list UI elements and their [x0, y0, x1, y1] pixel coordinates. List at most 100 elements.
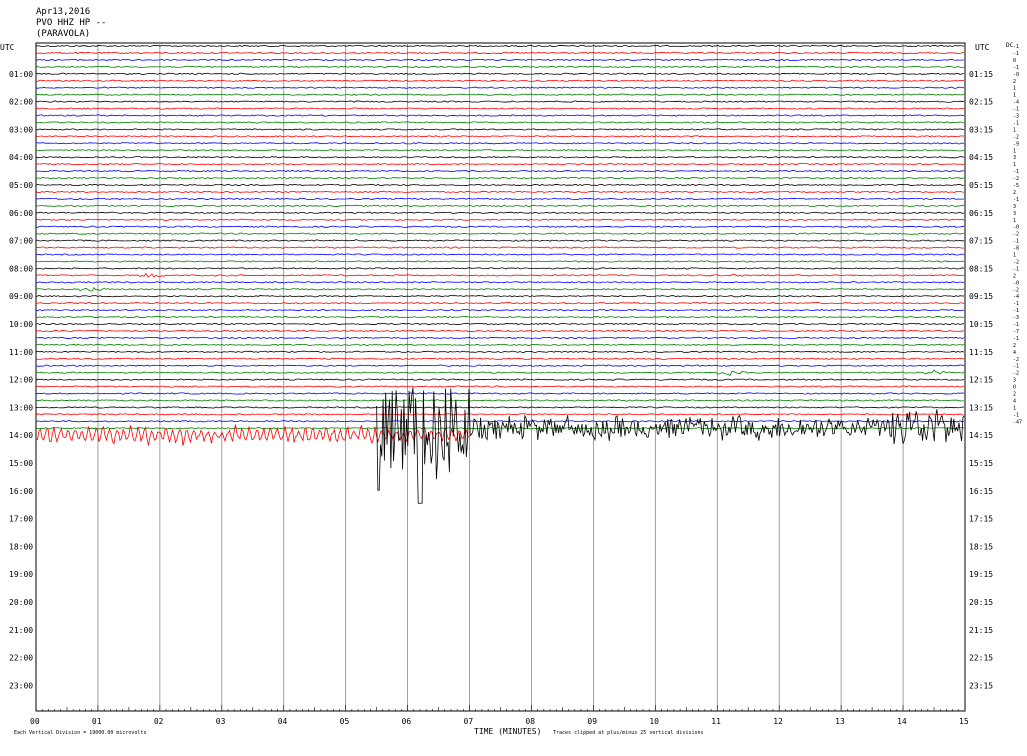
dc-offset-value: 0 [1013, 58, 1016, 64]
dc-offset-value: 0 [1013, 385, 1016, 391]
dc-offset-value: -1 [1013, 239, 1019, 245]
dc-offset-value: 4 [1013, 350, 1016, 356]
left-hour-label: 23:00 [9, 681, 33, 690]
right-hour-label: 08:15 [969, 264, 993, 273]
right-hour-label: 18:15 [969, 542, 993, 551]
dc-offset-value: 1 [1013, 127, 1016, 133]
trace-line [35, 218, 965, 221]
trace-line [35, 114, 965, 117]
trace-line [35, 322, 965, 326]
x-tick-label-05: 05 [340, 717, 350, 726]
dc-offset-value: 3 [1013, 211, 1016, 217]
dc-offset-value: -1 [1013, 301, 1019, 307]
trace-line [35, 100, 965, 103]
x-tick-label-01: 01 [92, 717, 102, 726]
trace-group [35, 44, 965, 504]
right-hour-label: 23:15 [969, 681, 993, 690]
footer-right-note: Traces clipped at plus/minus 25 vertical… [553, 730, 704, 736]
dc-offset-value: 2 [1013, 79, 1016, 85]
left-hour-label: 13:00 [9, 403, 33, 412]
trace-line [35, 420, 965, 423]
right-hour-label: 17:15 [969, 515, 993, 524]
left-hour-label: 19:00 [9, 570, 33, 579]
x-tick-label-13: 13 [835, 717, 845, 726]
x-tick-label-09: 09 [587, 717, 597, 726]
footer-left-note: Each Vertical Division = 19000.00 microv… [14, 730, 146, 736]
trace-line [35, 253, 965, 256]
dc-offset-value: -1 [1013, 51, 1019, 57]
dc-offset-value: 1 [1013, 93, 1016, 99]
x-tick-label-04: 04 [278, 717, 288, 726]
right-hour-label: 03:15 [969, 125, 993, 134]
dc-offset-value: -8 [1013, 246, 1019, 252]
trace-line [35, 121, 965, 124]
left-hour-label: 14:00 [9, 431, 33, 440]
x-tick-label-06: 06 [402, 717, 412, 726]
trace-line [35, 392, 965, 395]
left-hour-label: 03:00 [9, 125, 33, 134]
trace-line [35, 364, 965, 367]
dc-offset-value: -0 [1013, 280, 1019, 286]
left-hour-label: 08:00 [9, 264, 33, 273]
header-station: PVO HHZ HP -- [36, 18, 107, 28]
trace-line [35, 329, 965, 333]
x-tick-label-03: 03 [216, 717, 226, 726]
right-hour-label: 21:15 [969, 626, 993, 635]
dc-offset-value: -2 [1013, 259, 1019, 265]
trace-line [35, 170, 965, 173]
left-hour-label: 22:00 [9, 654, 33, 663]
trace-line [35, 44, 965, 48]
right-hour-label: 16:15 [969, 487, 993, 496]
trace-line [35, 281, 965, 284]
x-tick-label-02: 02 [154, 717, 164, 726]
dc-offset-value: -1 [1013, 44, 1019, 50]
left-utc-label: UTC [0, 43, 15, 52]
trace-line [35, 315, 965, 319]
dc-offset-value: -2 [1013, 371, 1019, 377]
trace-line [35, 413, 965, 416]
dc-offset-value: -2 [1013, 176, 1019, 182]
dc-offset-value: -2 [1013, 357, 1019, 363]
dc-offset-value: 2 [1013, 392, 1016, 398]
dc-offset-value: 1 [1013, 148, 1016, 154]
right-hour-label: 09:15 [969, 292, 993, 301]
trace-line [35, 163, 965, 166]
trace-line [35, 225, 965, 228]
trace-line [35, 72, 965, 75]
trace-line [35, 51, 965, 55]
left-hour-label: 16:00 [9, 487, 33, 496]
trace-line [35, 58, 965, 62]
dc-offset-value: -5 [1013, 183, 1019, 189]
right-hour-label: 13:15 [969, 403, 993, 412]
trace-line [35, 308, 965, 312]
right-hour-label: 15:15 [969, 459, 993, 468]
dc-offset-value: -2 [1013, 287, 1019, 293]
right-hour-label: 11:15 [969, 348, 993, 357]
dc-offset-value: -1 [1013, 169, 1019, 175]
chart-header: Apr13,2016 PVO HHZ HP -- (PARAVOLA) [36, 7, 106, 40]
dc-offset-value: 3 [1013, 378, 1016, 384]
dc-offset-value: 4 [1013, 398, 1016, 404]
trace-line [35, 197, 965, 201]
trace-line [35, 267, 965, 270]
trace-line [35, 336, 965, 339]
left-hour-label: 11:00 [9, 348, 33, 357]
dc-offset-value: -3 [1013, 114, 1019, 120]
trace-line [35, 378, 965, 381]
trace-line [35, 369, 965, 376]
trace-line [35, 79, 965, 82]
dc-offset-value: -47 [1013, 419, 1022, 425]
trace-line [35, 128, 965, 131]
dc-offset-value: -4 [1013, 294, 1019, 300]
trace-line [35, 406, 965, 409]
right-hour-label: 01:15 [969, 70, 993, 79]
right-hour-label: 04:15 [969, 153, 993, 162]
trace-line [35, 246, 965, 249]
right-hour-label: 02:15 [969, 98, 993, 107]
left-hour-label: 15:00 [9, 459, 33, 468]
right-hour-label: 05:15 [969, 181, 993, 190]
left-hour-label: 04:00 [9, 153, 33, 162]
trace-line [35, 260, 965, 263]
dc-offset-value: -1 [1013, 197, 1019, 203]
